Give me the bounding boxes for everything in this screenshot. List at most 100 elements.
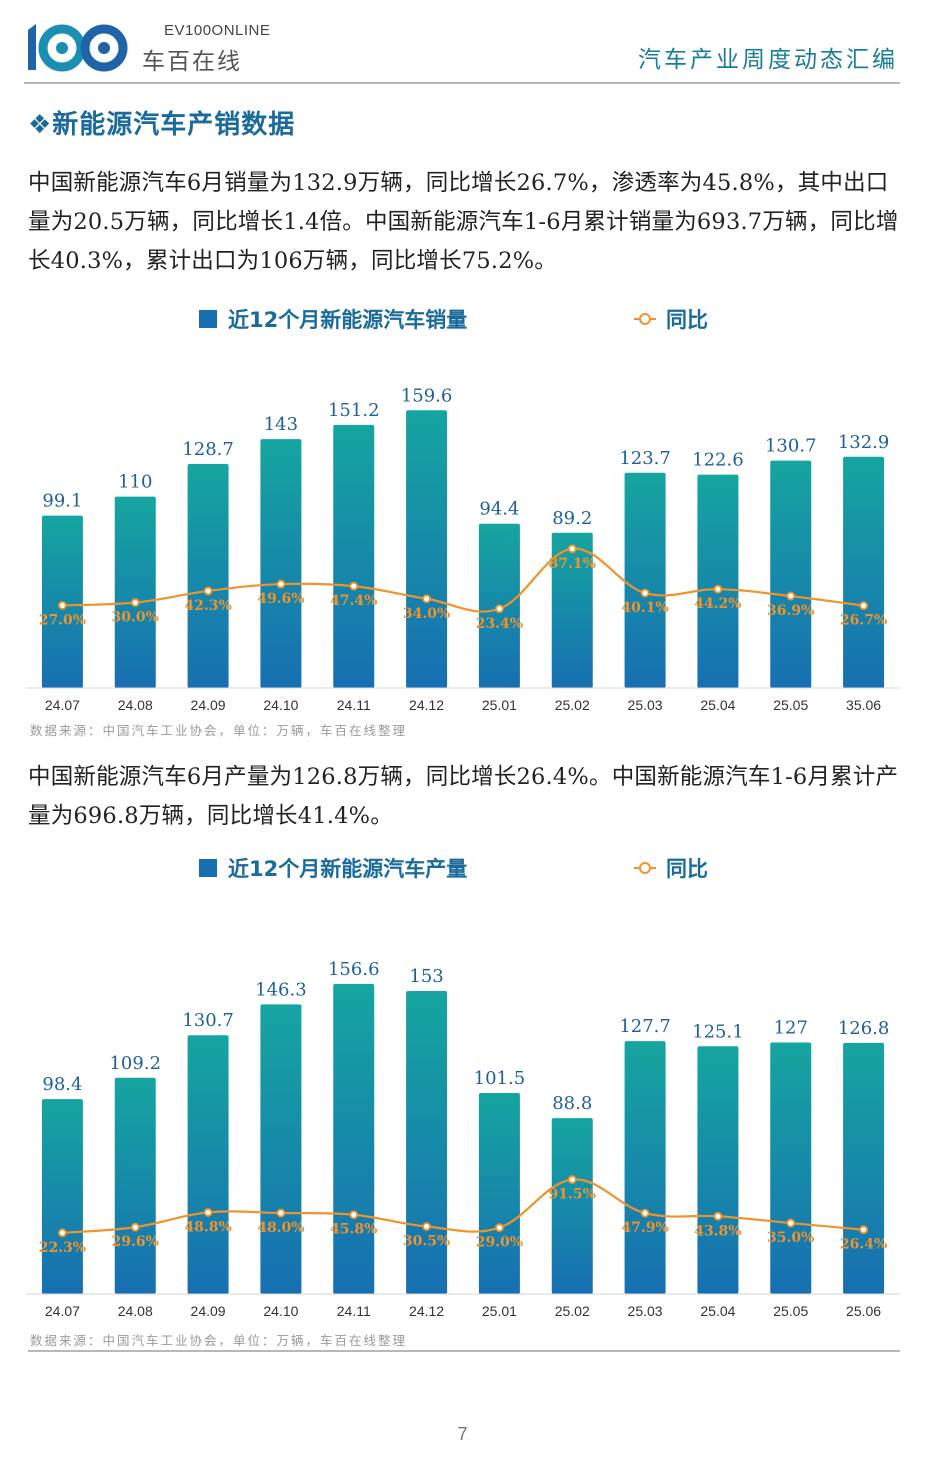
production-paragraph: 中国新能源汽车6月产量为126.8万辆，同比增长26.4%。中国新能源汽车1-6…	[28, 764, 899, 829]
bar	[406, 410, 448, 688]
yoy-label: 91.5%	[549, 1187, 596, 1203]
yoy-point	[786, 1218, 796, 1228]
legend-line-marker	[639, 862, 651, 874]
bar	[187, 1035, 229, 1294]
bar-value-label: 123.7	[619, 448, 671, 469]
bar-value-label: 110	[118, 472, 152, 493]
yoy-label: 26.7%	[840, 613, 887, 629]
yoy-label: 29.6%	[112, 1234, 159, 1250]
bar	[478, 1093, 520, 1294]
yoy-label: 48.0%	[257, 1220, 304, 1236]
legend-bar-label: 近12个月新能源汽车销量	[228, 308, 467, 332]
yoy-label: 47.9%	[621, 1220, 668, 1236]
bar-value-label: 125.1	[692, 1021, 744, 1042]
x-tick-label: 24.08	[118, 1303, 153, 1319]
yoy-point	[203, 586, 213, 596]
production-chart: 近12个月新能源汽车产量 同比 98.4 109.2 130.7 146.3 156.6 15…	[26, 857, 900, 1319]
bar	[697, 474, 739, 688]
bar-value-label: 130.7	[765, 436, 817, 457]
yoy-label: 49.6%	[257, 591, 304, 607]
yoy-point	[567, 544, 577, 554]
bar-value-label: 98.4	[42, 1074, 82, 1095]
x-tick-label: 24.11	[337, 697, 371, 713]
sales-chart-source: 数据来源：中国汽车工业协会，单位：万辆，车百在线整理	[30, 723, 408, 738]
sales-paragraph: 中国新能源汽车6月销量为132.9万辆，同比增长26.7%，渗透率为45.8%，…	[28, 170, 899, 274]
x-tick-label: 24.10	[263, 1303, 298, 1319]
yoy-point	[422, 594, 431, 604]
legend-line-label: 同比	[666, 857, 708, 881]
x-tick-label: 24.07	[45, 697, 80, 713]
bar	[697, 1046, 739, 1294]
yoy-point	[495, 1223, 504, 1233]
bar-value-label: 132.9	[838, 432, 890, 453]
legend-bar-swatch	[199, 310, 217, 328]
yoy-point	[276, 579, 286, 589]
bar-value-label: 88.8	[552, 1093, 592, 1114]
bar-value-label: 151.2	[328, 400, 380, 421]
x-tick-label: 25.01	[482, 697, 517, 713]
bar-value-label: 94.4	[479, 499, 519, 520]
yoy-label: 43.8%	[694, 1223, 741, 1239]
bar-value-label: 153	[409, 966, 443, 987]
bar	[333, 983, 375, 1294]
x-tick-label: 25.04	[700, 697, 735, 713]
yoy-point	[713, 1211, 723, 1221]
yoy-label: 27.0%	[39, 612, 86, 628]
x-tick-label: 25.06	[846, 1303, 881, 1319]
x-tick-label: 24.07	[45, 1303, 80, 1319]
bar-value-label: 101.5	[474, 1068, 526, 1089]
yoy-point	[713, 584, 723, 594]
yoy-label: 30.5%	[403, 1234, 450, 1250]
x-tick-label: 24.12	[409, 697, 444, 713]
section-title: ❖新能源汽车产销数据	[28, 110, 296, 140]
x-tick-label: 25.05	[773, 1303, 808, 1319]
bar-value-label: 99.1	[42, 491, 82, 512]
yoy-point	[859, 601, 868, 611]
yoy-label: 48.8%	[184, 1219, 231, 1235]
yoy-point	[640, 588, 650, 598]
x-tick-label: 24.12	[409, 1303, 444, 1319]
x-tick-label: 24.09	[191, 1303, 226, 1319]
legend-line-marker	[639, 313, 651, 325]
legend-bar-label: 近12个月新能源汽车产量	[228, 857, 467, 881]
bar-value-label: 109.2	[109, 1053, 161, 1074]
yoy-label: 44.2%	[694, 596, 741, 612]
yoy-label: 23.4%	[476, 616, 523, 632]
bar-value-label: 143	[264, 414, 298, 435]
x-tick-label: 25.04	[700, 1303, 735, 1319]
bar	[114, 496, 156, 688]
bottom-rule	[28, 1350, 900, 1352]
bar	[843, 456, 885, 688]
yoy-point	[58, 1228, 67, 1238]
x-tick-label: 25.05	[773, 697, 808, 713]
bar-value-label: 122.6	[692, 450, 744, 471]
legend-bar-swatch	[199, 859, 217, 877]
x-tick-label: 24.11	[337, 1303, 371, 1319]
bar	[260, 439, 302, 688]
bar-value-label: 127	[774, 1018, 808, 1039]
yoy-point	[495, 604, 504, 614]
x-tick-label: 24.09	[191, 697, 226, 713]
x-tick-label: 35.06	[846, 697, 881, 713]
yoy-label: 47.4%	[330, 593, 377, 609]
bar	[260, 1004, 302, 1294]
bar-value-label: 146.3	[255, 979, 307, 1000]
yoy-label: 45.8%	[330, 1222, 377, 1238]
yoy-point	[349, 581, 359, 591]
x-tick-label: 25.03	[628, 697, 663, 713]
yoy-point	[203, 1208, 213, 1217]
ev100-logo	[28, 24, 128, 72]
bar	[551, 532, 593, 688]
bar	[187, 464, 229, 688]
yoy-label: 29.0%	[476, 1235, 523, 1251]
bar	[624, 1041, 666, 1294]
yoy-label: 22.3%	[39, 1240, 86, 1256]
yoy-label: 36.9%	[767, 603, 814, 619]
header-title: 汽车产业周度动态汇编	[638, 47, 898, 73]
page-number: 7	[457, 1424, 468, 1444]
bar	[770, 1042, 812, 1294]
bar-value-label: 128.7	[182, 439, 234, 460]
yoy-point	[640, 1208, 650, 1218]
yoy-label: 42.3%	[184, 598, 231, 614]
yoy-point	[58, 600, 67, 610]
